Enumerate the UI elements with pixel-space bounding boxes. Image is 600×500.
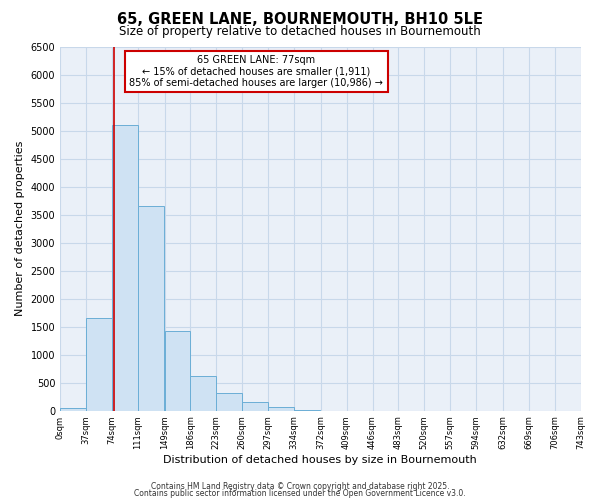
Text: 65 GREEN LANE: 77sqm
← 15% of detached houses are smaller (1,911)
85% of semi-de: 65 GREEN LANE: 77sqm ← 15% of detached h… xyxy=(130,55,383,88)
X-axis label: Distribution of detached houses by size in Bournemouth: Distribution of detached houses by size … xyxy=(163,455,477,465)
Text: Contains public sector information licensed under the Open Government Licence v3: Contains public sector information licen… xyxy=(134,490,466,498)
Bar xyxy=(138,206,164,410)
Bar xyxy=(112,125,138,410)
Bar xyxy=(60,408,86,410)
Y-axis label: Number of detached properties: Number of detached properties xyxy=(15,141,25,316)
Bar xyxy=(242,402,268,410)
Bar xyxy=(164,330,190,410)
Bar xyxy=(86,318,112,410)
Bar xyxy=(268,408,294,410)
Bar xyxy=(190,376,217,410)
Bar xyxy=(217,394,242,410)
Text: Size of property relative to detached houses in Bournemouth: Size of property relative to detached ho… xyxy=(119,25,481,38)
Text: Contains HM Land Registry data © Crown copyright and database right 2025.: Contains HM Land Registry data © Crown c… xyxy=(151,482,449,491)
Text: 65, GREEN LANE, BOURNEMOUTH, BH10 5LE: 65, GREEN LANE, BOURNEMOUTH, BH10 5LE xyxy=(117,12,483,28)
